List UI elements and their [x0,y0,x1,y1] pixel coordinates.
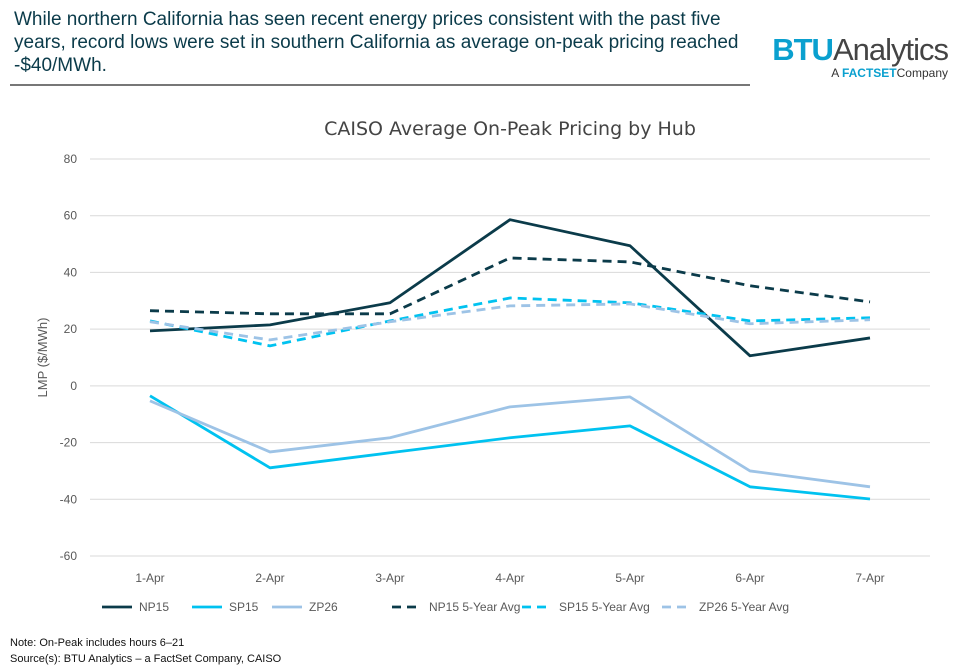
legend-label: SP15 [229,600,259,614]
series-line-zp26-5-year-avg [149,302,871,342]
series-line-zp26 [149,395,871,489]
x-tick-label: 2-Apr [255,571,284,585]
series-line-sp15-5-year-avg [149,296,871,348]
x-tick-label: 5-Apr [615,571,644,585]
y-tick-label: 20 [64,322,78,336]
legend-label: SP15 5-Year Avg [559,600,650,614]
x-tick-label: 1-Apr [135,571,164,585]
y-tick-label: 60 [64,209,78,223]
headline: While northern California has seen recen… [14,9,739,76]
chart-title: CAISO Average On-Peak Pricing by Hub [324,118,696,140]
x-tick-label: 6-Apr [735,571,764,585]
legend-label: ZP26 [309,600,338,614]
divider [10,84,750,86]
y-tick-label: 80 [64,152,78,166]
y-tick-label: 40 [64,265,78,279]
legend-label: NP15 [139,600,169,614]
note-text: Note: On-Peak includes hours 6–21 [10,637,185,649]
y-axis-label: LMP ($/MWh) [35,318,50,398]
x-tick-label: 3-Apr [375,571,404,585]
source-text: Source(s): BTU Analytics – a FactSet Com… [10,653,282,665]
series-line-sp15 [149,394,871,501]
legend-label: ZP26 5-Year Avg [699,600,789,614]
series-line-np15-5-year-avg [149,256,871,316]
y-tick-label: -40 [60,492,78,506]
series-line-np15 [149,218,871,358]
y-tick-label: -60 [60,549,78,563]
btu-analytics-logo: BTUAnalytics A FACTSETCompany [772,32,949,80]
x-tick-label: 7-Apr [855,571,884,585]
x-tick-label: 4-Apr [495,571,524,585]
legend-label: NP15 5-Year Avg [429,600,520,614]
y-tick-label: 0 [70,379,77,393]
y-tick-label: -20 [60,436,78,450]
